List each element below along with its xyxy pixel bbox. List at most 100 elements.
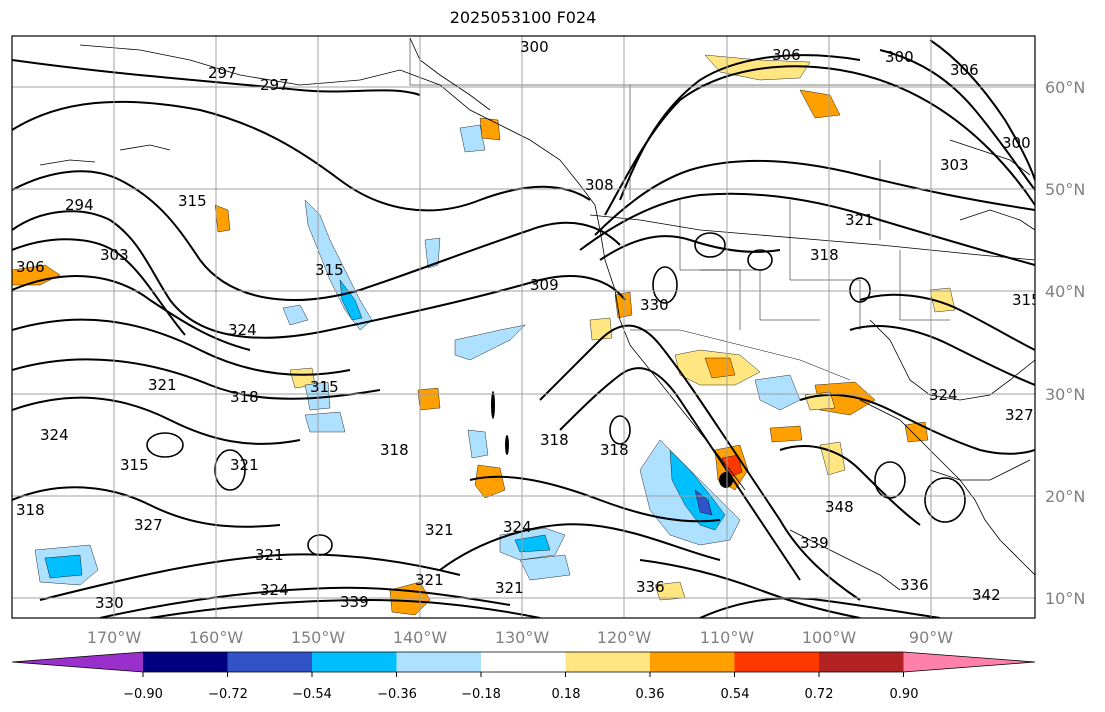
contour-cluster <box>719 472 733 488</box>
shade-orange <box>769 425 803 443</box>
shade-lightblue <box>454 324 526 361</box>
contour-label: 303 <box>100 246 129 264</box>
lon-label: 130°W <box>495 628 550 647</box>
colorbar-boxes <box>11 651 1036 677</box>
shade-lightblue <box>459 124 486 153</box>
contour-label: 318 <box>600 441 629 459</box>
lon-label: 140°W <box>393 628 448 647</box>
shade-orange <box>479 117 501 141</box>
closed-contours <box>146 232 966 556</box>
colorbar-tick: −0.54 <box>292 687 332 702</box>
contour-label: 315 <box>310 378 339 396</box>
colorbar-box <box>227 652 313 672</box>
contour-label: 336 <box>636 578 665 596</box>
shade-orange <box>474 464 506 499</box>
lon-label: 160°W <box>189 628 244 647</box>
shade-blue <box>514 534 551 553</box>
colorbar-box <box>734 652 820 672</box>
contour-label: 342 <box>972 586 1001 604</box>
colorbar-tick: 0.54 <box>721 687 750 702</box>
shaded-fields <box>12 54 956 616</box>
contour-label: 321 <box>845 211 874 229</box>
shade-orange <box>12 264 61 286</box>
lon-label: 170°W <box>87 628 142 647</box>
contour-label: 306 <box>950 61 979 79</box>
contour-label: 315 <box>178 192 207 210</box>
lon-label: 90°W <box>909 628 953 647</box>
lat-label: 60°N <box>1045 78 1085 97</box>
contour-label: 315 <box>120 456 149 474</box>
contour-label: 294 <box>65 196 94 214</box>
contour-label: 315 <box>1012 291 1041 309</box>
contour-cluster <box>491 391 495 419</box>
contour-label: 318 <box>540 431 569 449</box>
contour-label: 321 <box>148 376 177 394</box>
shade-orange <box>214 204 231 233</box>
colorbar-box <box>650 652 735 672</box>
contour-label: 324 <box>40 426 69 444</box>
lon-label: 120°W <box>597 628 652 647</box>
shade-lightblue <box>519 554 571 581</box>
borders <box>409 38 1035 381</box>
contour-label: 297 <box>260 76 289 94</box>
contour-label: 321 <box>415 571 444 589</box>
contour-label: 339 <box>800 534 829 552</box>
contour-label: 321 <box>230 456 259 474</box>
colorbar-box <box>565 652 651 672</box>
shade-blue <box>339 279 363 321</box>
shade-blue <box>669 449 726 531</box>
contour-label: 318 <box>380 441 409 459</box>
contour-label: 348 <box>825 498 854 516</box>
lat-label: 10°N <box>1045 589 1085 608</box>
lat-label: 40°N <box>1045 282 1085 301</box>
contour-labels: 297 297 300 306 300 306 294 315 306 303 … <box>16 38 1041 612</box>
lat-label: 20°N <box>1045 487 1085 506</box>
map-title: 2025053100 F024 <box>449 8 597 27</box>
colorbar-box <box>396 652 482 672</box>
colorbar-box <box>481 652 566 672</box>
colorbar-extend-high <box>903 652 1035 672</box>
coastlines <box>39 37 1035 591</box>
contour-label: 324 <box>228 321 257 339</box>
contour-label: 321 <box>425 521 454 539</box>
contour-label: 306 <box>772 46 801 64</box>
colorbar-ticks: −0.90 −0.72 −0.54 −0.36 −0.18 0.18 0.36 … <box>123 687 918 702</box>
contour-label: 339 <box>340 593 369 611</box>
shade-lightblue <box>282 304 309 326</box>
contour-label: 300 <box>1002 134 1031 152</box>
contour-label: 330 <box>95 594 124 612</box>
colorbar-tick: 0.36 <box>636 687 665 702</box>
contour-label: 318 <box>230 388 259 406</box>
lon-label: 110°W <box>700 628 755 647</box>
contour-label: 297 <box>208 64 237 82</box>
contour-label: 336 <box>900 576 929 594</box>
contour-label: 324 <box>929 386 958 404</box>
colorbar-box <box>312 652 397 672</box>
contour-label: 318 <box>16 501 45 519</box>
lat-label: 50°N <box>1045 180 1085 199</box>
gridlines <box>12 36 1035 618</box>
shade-orange <box>799 89 841 119</box>
shade-blue <box>44 554 83 579</box>
contour-label: 318 <box>810 246 839 264</box>
colorbar-tick: −0.72 <box>208 687 248 702</box>
shade-lightblue <box>304 199 373 331</box>
lat-label: 30°N <box>1045 385 1085 404</box>
colorbar-box <box>143 652 228 672</box>
longitude-labels: 170°W 160°W 150°W 140°W 130°W 120°W 110°… <box>87 628 953 647</box>
colorbar-tick: 0.18 <box>552 687 581 702</box>
contour-label: 315 <box>315 261 344 279</box>
contour-label: 306 <box>16 258 45 276</box>
lon-label: 150°W <box>291 628 346 647</box>
contour-label: 324 <box>260 581 289 599</box>
contour-label: 300 <box>885 48 914 66</box>
latitude-labels: 60°N 50°N 40°N 30°N 20°N 10°N <box>1045 78 1085 608</box>
contour-label: 324 <box>503 518 532 536</box>
shade-lightblue <box>754 374 801 411</box>
contour-label: 327 <box>134 516 163 534</box>
contour-label: 300 <box>520 38 549 56</box>
contour-label: 308 <box>585 176 614 194</box>
theta-contours <box>12 39 1035 618</box>
